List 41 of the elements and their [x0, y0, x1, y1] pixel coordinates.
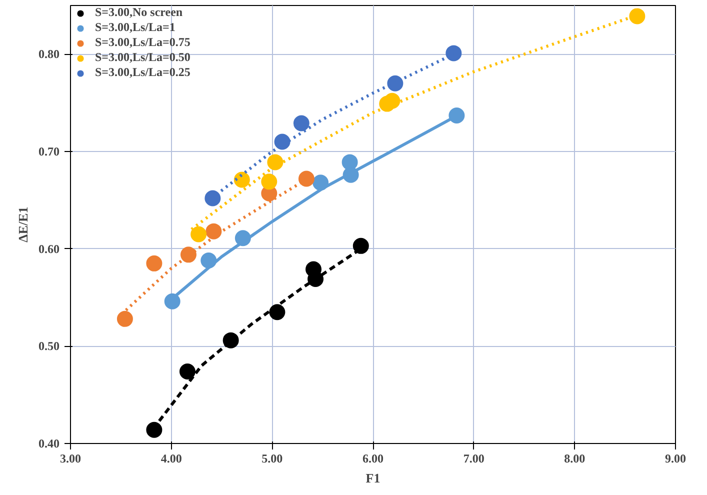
y-tick-label: 0.70 [38, 144, 60, 158]
y-tick-label: 0.40 [38, 436, 60, 450]
y-tick-label: 0.50 [38, 339, 60, 354]
x-tick-label: 7.00 [463, 452, 484, 466]
point [204, 190, 221, 206]
point [308, 271, 324, 287]
legend-label: S=3.00,Ls/La=0.25 [95, 65, 190, 80]
y-tick-label: 0.60 [38, 242, 60, 256]
x-tick-label: 3.00 [60, 452, 81, 466]
point [180, 246, 196, 263]
y-tick-label: 0.80 [38, 47, 60, 62]
point [116, 310, 133, 327]
legend-label: S=3.00,Ls/La=0.75 [95, 35, 190, 50]
point [179, 363, 196, 380]
legend-label: S=3.00,No screen [95, 5, 183, 20]
point [261, 174, 278, 190]
point [234, 172, 250, 188]
point [384, 92, 400, 109]
y-axis-title: ΔE/E1 [16, 206, 30, 242]
x-axis-title: F1 [366, 470, 380, 486]
point [298, 170, 314, 187]
point [629, 8, 646, 24]
x-tick-label: 9.00 [665, 452, 686, 466]
x-tick-label: 5.00 [262, 452, 283, 466]
point [446, 45, 462, 62]
point [146, 422, 162, 438]
point [269, 304, 286, 320]
x-tick-label: 8.00 [564, 452, 586, 466]
point [146, 255, 162, 272]
legend-label: S=3.00,Ls/La=0.50 [95, 50, 190, 65]
point [448, 108, 465, 124]
point [206, 223, 222, 240]
point [352, 238, 369, 254]
point [267, 154, 284, 170]
point [274, 134, 290, 150]
x-tick-label: 6.00 [362, 452, 384, 466]
legend-label: S=3.00,Ls/La=1 [95, 20, 176, 35]
point [190, 226, 207, 242]
point [293, 115, 310, 132]
point [387, 75, 404, 92]
x-tick-label: 4.00 [160, 452, 182, 466]
